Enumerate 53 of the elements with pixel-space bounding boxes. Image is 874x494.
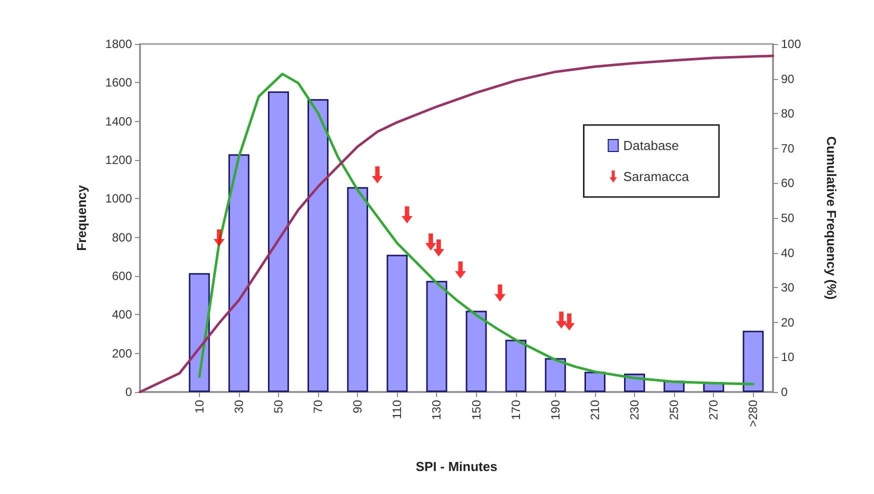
- y2-tick-label: 70: [781, 141, 795, 156]
- x-tick-label: 150: [469, 400, 484, 420]
- x-axis-title: SPI - Minutes: [416, 459, 498, 474]
- y-tick-label: 400: [112, 308, 132, 322]
- x-tick-label: 170: [508, 400, 523, 420]
- bar: [466, 310, 487, 392]
- y2-tick-label: 100: [781, 37, 802, 51]
- x-tick-label: >280: [746, 400, 760, 428]
- bar: [505, 340, 526, 392]
- bar: [268, 91, 289, 392]
- x-tick-label: 210: [588, 400, 602, 420]
- y2-tick-label: 90: [781, 72, 795, 86]
- bar: [426, 280, 448, 392]
- y-tick-label: 1400: [105, 114, 132, 128]
- x-tick-label: 250: [667, 400, 682, 420]
- bar: [544, 358, 566, 392]
- x-tick-label: 50: [271, 400, 286, 414]
- x-tick-label: 90: [350, 400, 365, 414]
- x-tick-label: 30: [232, 400, 246, 414]
- y-tick-label: 1800: [105, 37, 132, 51]
- bar: [742, 330, 764, 392]
- x-tick-label: 110: [390, 400, 404, 420]
- y2-tick-label: 50: [781, 211, 795, 225]
- y2-tick-label: 60: [781, 176, 795, 190]
- y-tick-label: 1200: [105, 153, 132, 167]
- y2-tick-label: 10: [781, 350, 795, 364]
- x-tick-label: 190: [548, 400, 562, 420]
- bar: [228, 154, 250, 392]
- x-tick-label: 130: [430, 400, 444, 420]
- y2-tick-label: 30: [781, 280, 795, 295]
- y2-tick-label: 20: [781, 315, 795, 330]
- x-tick-label: 10: [192, 400, 206, 414]
- y-tick-label: 1000: [105, 192, 132, 206]
- line-series: [198, 72, 754, 386]
- legend-label: Database: [623, 138, 679, 153]
- y-tick-label: 600: [112, 269, 132, 283]
- y-tick-label: 1600: [105, 76, 132, 90]
- bar: [347, 187, 368, 392]
- x-tick-label: 70: [311, 400, 326, 414]
- y2-tick-label: 80: [781, 106, 795, 121]
- y-tick-label: 200: [112, 346, 132, 360]
- bar: [386, 254, 408, 392]
- x-tick-label: 270: [706, 400, 721, 420]
- y-tick-label: 0: [125, 385, 132, 399]
- legend-label: Saramacca: [623, 169, 690, 184]
- bar: [308, 99, 329, 392]
- y2-axis-title: Cumulative Frequency (%): [824, 136, 839, 300]
- bar: [584, 372, 606, 392]
- y-axis-title: Frequency: [74, 184, 89, 251]
- y-tick-label: 800: [112, 230, 132, 244]
- y2-tick-label: 40: [781, 246, 795, 260]
- y2-tick-label: 0: [781, 385, 788, 399]
- x-tick-label: 230: [628, 400, 642, 420]
